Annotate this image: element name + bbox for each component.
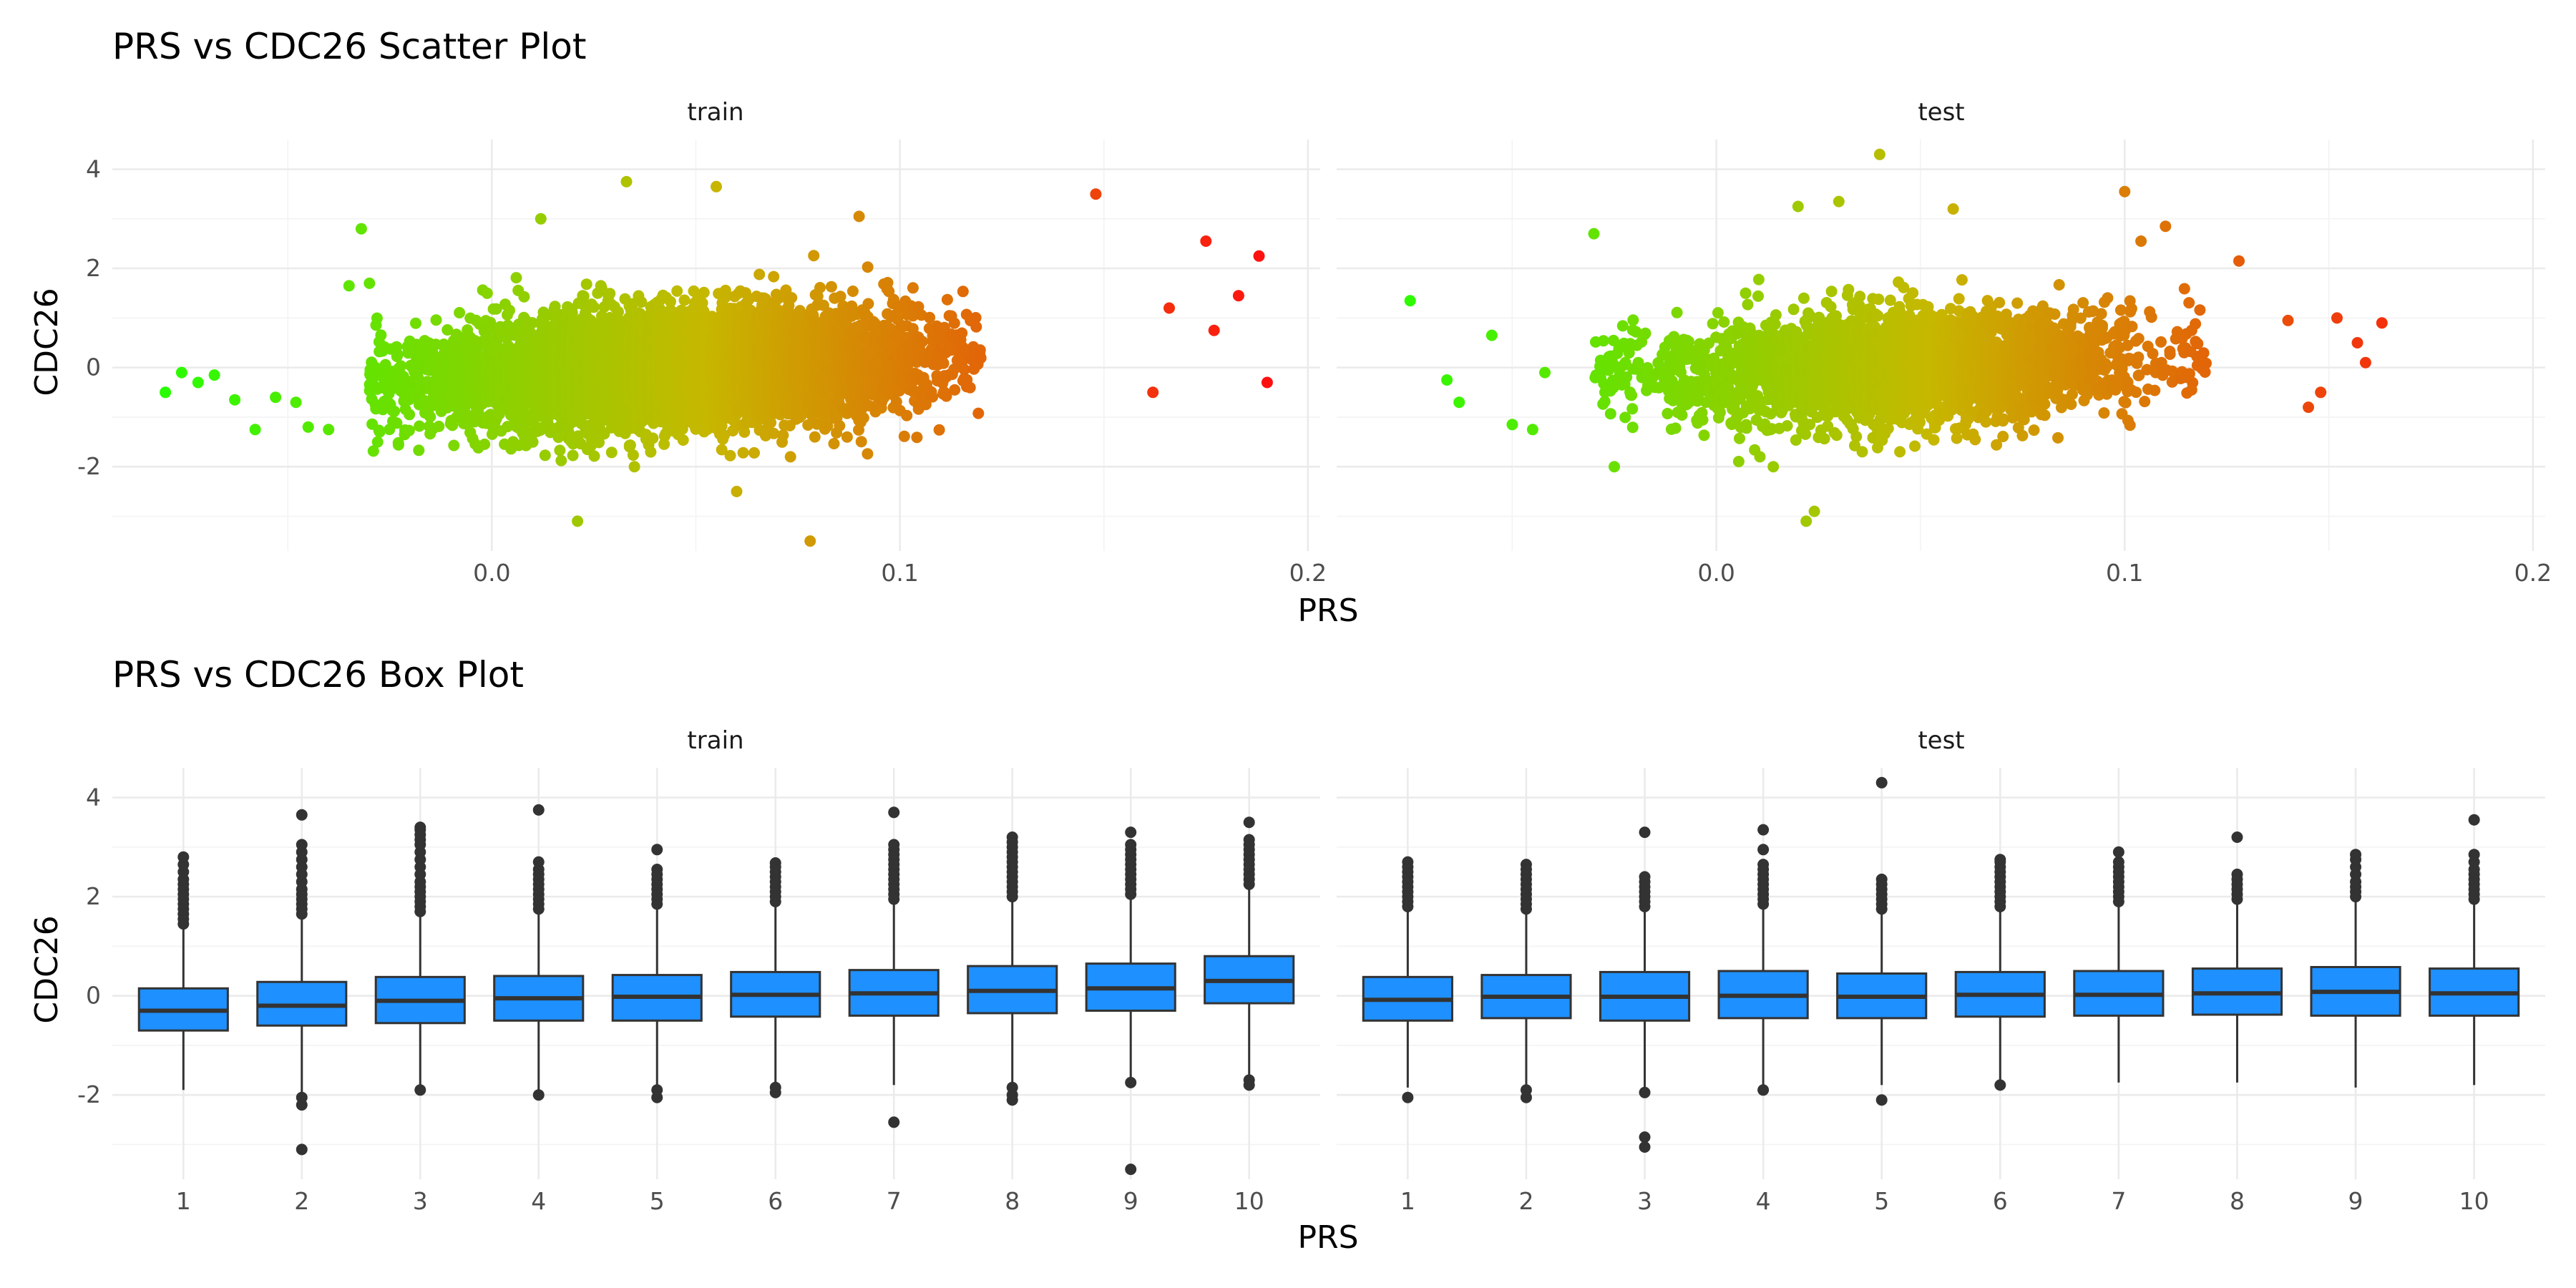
scatter-panel-train: 0.0 0.1 0.2 -2 0 2 4 (77, 140, 1327, 587)
scatter-point (367, 445, 379, 457)
scatter-y-axis-label: CDC26 (29, 288, 65, 396)
scatter-point (510, 272, 522, 284)
scatter-point (441, 324, 454, 336)
scatter-point (430, 314, 442, 326)
scatter-point (371, 312, 383, 324)
scatter-point (433, 420, 445, 432)
scatter-point (588, 450, 600, 462)
scatter-point (698, 286, 710, 298)
scatter-point (479, 438, 491, 450)
scatter-point (430, 338, 441, 351)
scatter-strip-test: test (1918, 98, 1964, 127)
scatter-y-tick-label: -2 (77, 452, 101, 480)
scatter-y-tick-label: 4 (86, 155, 101, 183)
scatter-point (518, 291, 530, 303)
scatter-point (490, 303, 502, 315)
scatter-point (389, 405, 401, 417)
boxplot-x-axis-label: PRS (1297, 1219, 1358, 1256)
scatter-point (486, 428, 498, 440)
scatter-point (604, 288, 616, 300)
scatter-point (448, 439, 460, 452)
boxplot-y-axis-label: CDC26 (29, 915, 65, 1023)
scatter-x-axis-label: PRS (1297, 592, 1358, 629)
scatter-x-tick-label: 0.0 (473, 559, 510, 587)
scatter-point (677, 434, 689, 446)
scatter-y-tick-label: 0 (86, 353, 101, 381)
scatter-point (481, 287, 493, 299)
scatter-strip-train: train (687, 98, 743, 127)
scatter-point (587, 301, 600, 313)
scatter-point (504, 304, 515, 316)
scatter-point (391, 348, 404, 361)
scatter-point (454, 307, 466, 318)
scatter-x-tick-label: 0.1 (881, 559, 918, 587)
scatter-point (628, 461, 640, 473)
scatter-point (374, 426, 386, 438)
scatter-point (404, 409, 416, 421)
scatter-point (724, 449, 736, 462)
boxplot-strip-train: train (687, 726, 743, 755)
scatter-point (392, 439, 404, 451)
scatter-point (410, 317, 421, 329)
scatter-point (605, 447, 618, 459)
scatter-point (395, 360, 407, 372)
scatter-title: PRS vs CDC26 Scatter Plot (112, 26, 586, 67)
scatter-point (645, 446, 657, 458)
scatter-point (567, 449, 579, 462)
scatter-point (414, 420, 426, 432)
scatter-point (671, 285, 683, 297)
scatter-point (391, 417, 403, 429)
scatter-point (555, 454, 567, 467)
boxplot-title: PRS vs CDC26 Box Plot (112, 654, 524, 696)
scatter-point (484, 316, 497, 328)
scatter-point (403, 424, 415, 436)
boxplot-strip-test: test (1918, 726, 1964, 755)
scatter-point (413, 444, 425, 457)
scatter-point (375, 329, 387, 341)
scatter-point (424, 411, 436, 423)
scatter-point (678, 294, 691, 306)
scatter-point (647, 432, 659, 444)
scatter-point (624, 439, 636, 452)
scatter-point (554, 444, 566, 457)
scatter-point (539, 449, 551, 462)
scatter-point (580, 278, 592, 291)
scatter-x-tick-label: 0.2 (1289, 559, 1327, 587)
scatter-y-tick-label: 2 (86, 254, 101, 282)
scatter-point (627, 449, 639, 461)
